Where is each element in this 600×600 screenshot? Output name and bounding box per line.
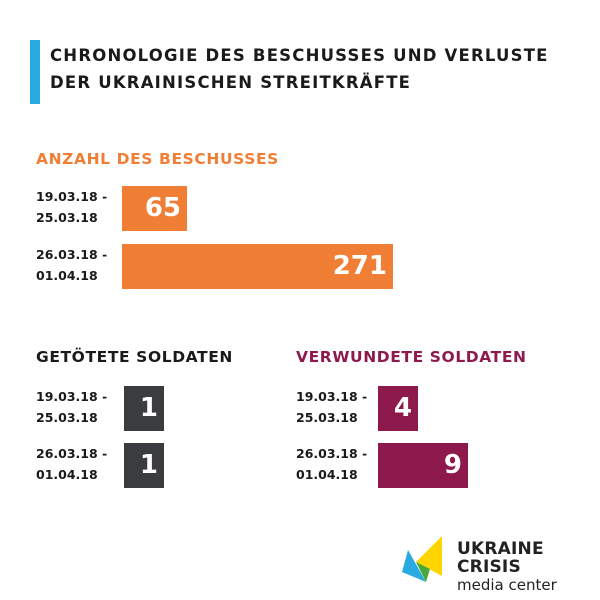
shelling-bar-2: 271 — [122, 244, 393, 289]
title-line-1: Chronologie des Beschusses und Verluste — [50, 46, 549, 65]
killed-bar-1: 1 — [124, 386, 164, 431]
killed-period-2-label: 26.03.18 -01.04.18 — [36, 446, 108, 482]
shelling-value-1: 65 — [144, 193, 181, 223]
killed-bar-2: 1 — [124, 443, 164, 488]
title-line-2: der ukrainischen Streitkräfte — [50, 73, 412, 92]
shelling-bar-1: 65 — [122, 186, 187, 231]
logo-name-line-1: UKRAINE CRISIS — [457, 539, 544, 577]
killed-value-1: 1 — [139, 393, 158, 423]
shelling-period-2-label: 26.03.18 -01.04.18 — [36, 247, 108, 283]
shelling-value-2: 271 — [332, 251, 387, 281]
killed-value-2: 1 — [139, 450, 158, 480]
ucmc-logo-icon — [402, 536, 442, 582]
wounded-bar-2: 9 — [378, 443, 468, 488]
killed-section-title: Getötete Soldaten — [36, 348, 233, 366]
ucmc-logo-text: UKRAINE CRISIS media center — [457, 540, 600, 594]
wounded-bar-1: 4 — [378, 386, 418, 431]
logo-name-line-2: media center — [457, 576, 557, 594]
title-accent-bar — [30, 40, 40, 104]
wounded-value-1: 4 — [393, 393, 412, 423]
wounded-value-2: 9 — [443, 450, 462, 480]
wounded-period-2-label: 26.03.18 -01.04.18 — [296, 446, 368, 482]
wounded-period-1-label: 19.03.18 -25.03.18 — [296, 389, 368, 425]
wounded-section-title: Verwundete Soldaten — [296, 348, 527, 366]
shelling-section-title: Anzahl des Beschusses — [36, 150, 279, 168]
killed-period-1-label: 19.03.18 -25.03.18 — [36, 389, 108, 425]
shelling-period-1-label: 19.03.18 -25.03.18 — [36, 189, 108, 225]
chart-title: Chronologie des Beschusses und Verluste … — [50, 42, 549, 96]
